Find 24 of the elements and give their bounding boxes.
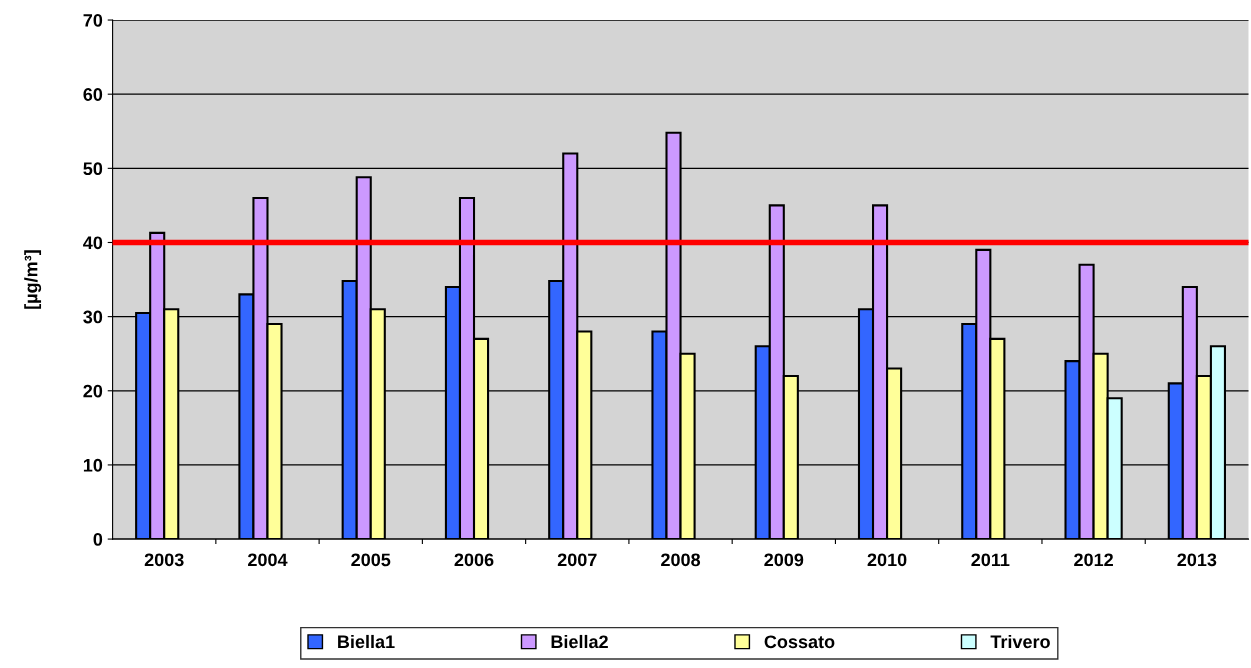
- y-tick-label: 60: [83, 88, 103, 101]
- y-tick-label: 30: [83, 310, 103, 324]
- legend-label: Trivero: [990, 634, 1050, 649]
- x-tick-label: 2006: [454, 553, 494, 567]
- legend-label: Cossato: [764, 635, 835, 649]
- y-axis-title: [µg/m³]: [24, 250, 42, 309]
- x-tick-label: 2005: [351, 553, 391, 567]
- x-tick-label: 2004: [248, 553, 288, 567]
- legend-label: Biella2: [551, 634, 608, 649]
- x-tick-label: 2008: [661, 553, 701, 567]
- y-tick-label: 40: [83, 236, 103, 250]
- x-tick-label: 2013: [1177, 553, 1217, 567]
- y-tick-label: 0: [93, 533, 103, 546]
- x-tick-label: 2011: [971, 553, 1010, 567]
- legend-label: Biella1: [338, 634, 395, 649]
- y-tick-label: 20: [83, 384, 103, 398]
- y-tick-label: 50: [83, 162, 103, 176]
- x-tick-label: 2010: [867, 553, 907, 567]
- x-tick-label: 2003: [144, 553, 184, 567]
- x-tick-label: 2012: [1074, 553, 1113, 567]
- x-tick-label: 2007: [557, 553, 597, 567]
- y-tick-label: 70: [83, 13, 103, 27]
- y-tick-label: 10: [83, 458, 103, 472]
- x-tick-label: 2009: [764, 553, 804, 567]
